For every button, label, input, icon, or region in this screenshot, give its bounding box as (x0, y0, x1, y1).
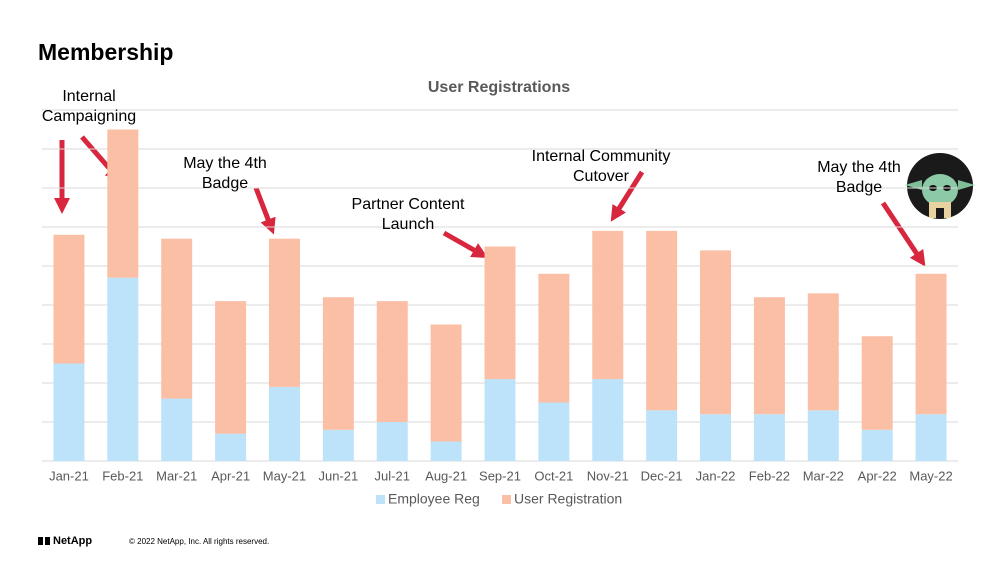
annotation: Badge (836, 179, 882, 196)
bar-segment (215, 433, 247, 461)
bar-segment (322, 297, 354, 430)
bar-segment (646, 230, 678, 411)
x-tick-label: Nov-21 (587, 468, 629, 483)
legend-label: Employee Reg (388, 491, 480, 507)
bar-segment (807, 410, 839, 461)
bar-segment (268, 238, 300, 387)
bar-segment (484, 379, 516, 461)
arrow (442, 230, 488, 258)
annotation: Internal (62, 88, 115, 105)
legend-swatch (502, 495, 511, 504)
legend-swatch (376, 495, 385, 504)
bar-segment (107, 129, 139, 278)
arrow (610, 170, 645, 222)
x-tick-label: Mar-22 (803, 468, 844, 483)
arrows (53, 135, 926, 267)
bar-segment (915, 273, 947, 415)
bar-segment (700, 414, 732, 461)
x-tick-label: Apr-21 (211, 468, 250, 483)
bar-segment (376, 301, 408, 422)
x-tick-label: Sep-21 (479, 468, 521, 483)
bar-segment (376, 422, 408, 461)
bar-segment (807, 293, 839, 411)
bar-segment (861, 336, 893, 430)
x-tick-label: Feb-22 (749, 468, 790, 483)
x-tick-label: May-21 (263, 468, 306, 483)
bar-segment (592, 379, 624, 461)
annotation: Internal Community (532, 148, 671, 165)
annotation: Partner Content (352, 196, 466, 213)
arrow (880, 201, 926, 267)
x-tick-label: Oct-21 (534, 468, 573, 483)
x-tick-label: Jun-21 (318, 468, 358, 483)
annotation: May the 4th (183, 155, 267, 172)
slide-title: Membership (38, 39, 173, 65)
bar-segment (592, 230, 624, 380)
annotation: Campaigning (42, 108, 136, 125)
footer: NetApp © 2022 NetApp, Inc. All rights re… (38, 535, 269, 547)
bar-segment (538, 273, 570, 403)
x-tick-label: Jan-22 (696, 468, 736, 483)
arrow (253, 187, 276, 235)
badge-icon (905, 153, 975, 219)
bar-segment (53, 234, 85, 364)
bar-segment (161, 238, 193, 399)
chart-title: User Registrations (428, 79, 570, 96)
bar-segment (753, 297, 785, 415)
brand: NetApp (53, 535, 92, 547)
bar-segment (861, 429, 893, 461)
legend-label: User Registration (514, 491, 622, 507)
bar-segment (161, 398, 193, 461)
bar-segment (268, 386, 300, 461)
x-tick-label: Apr-22 (858, 468, 897, 483)
x-tick-label: Feb-21 (102, 468, 143, 483)
annotation: Badge (202, 175, 248, 192)
bar-segment (322, 429, 354, 461)
x-tick-label: Dec-21 (641, 468, 683, 483)
x-tick-label: Jul-21 (375, 468, 410, 483)
x-tick-label: Aug-21 (425, 468, 467, 483)
x-tick-label: May-22 (909, 468, 952, 483)
copyright: © 2022 NetApp, Inc. All rights reserved. (129, 537, 269, 546)
bar-segment (915, 414, 947, 461)
bar-segment (430, 441, 462, 461)
bar-segment (53, 363, 85, 461)
bar-segment (215, 301, 247, 434)
bar-segment (107, 277, 139, 461)
x-tick-label: Jan-21 (49, 468, 89, 483)
bar-segment (700, 250, 732, 415)
bar-segment (753, 414, 785, 461)
bar-segment (646, 410, 678, 461)
annotation: Cutover (573, 168, 630, 185)
annotation: Launch (382, 216, 435, 233)
annotation: May the 4th (817, 159, 901, 176)
bar-segment (430, 324, 462, 442)
bar-segment (484, 246, 516, 380)
bar-segment (538, 402, 570, 461)
x-tick-label: Mar-21 (156, 468, 197, 483)
